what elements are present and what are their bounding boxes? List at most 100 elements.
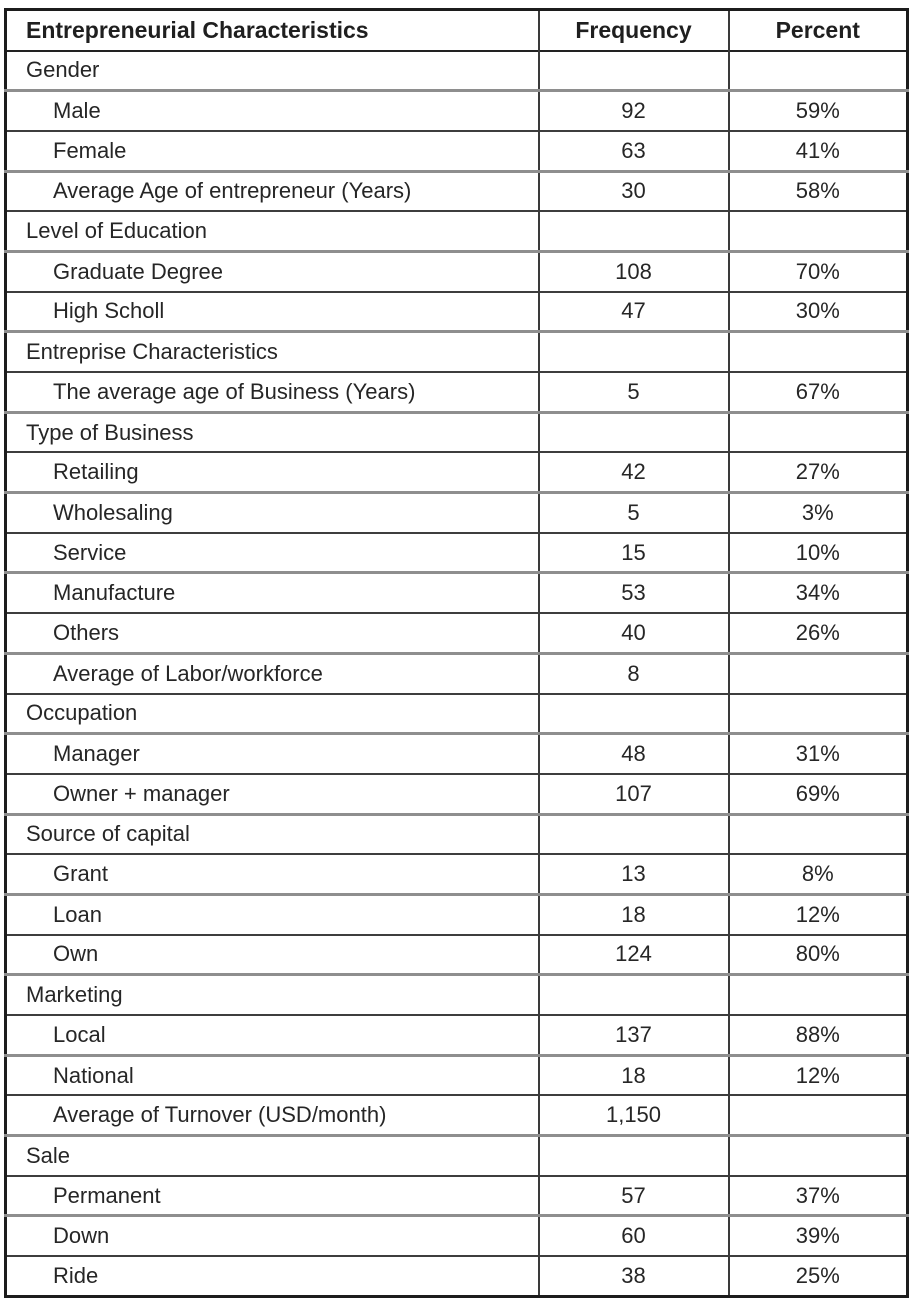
table-row: Service 15 10% [5,532,908,573]
table-row: Female 63 41% [5,130,908,172]
header-row: Entrepreneurial Characteristics Frequenc… [5,9,908,51]
row-label-cell: Sale [26,1142,71,1168]
table-row: Own 124 80% [5,934,908,975]
row-label-cell: Female [53,137,127,163]
frequency-cell: 1,150 [537,1095,729,1136]
row-label-cell: Grant [53,861,109,887]
percent-cell: 12% [727,894,908,935]
percent-cell: 27% [727,452,908,493]
frequency-cell [537,814,729,855]
frequency-cell: 124 [537,934,729,975]
row-label-cell: National [53,1062,134,1088]
frequency-cell: 18 [537,894,729,935]
frequency-cell [537,50,729,91]
row-label-cell: Entreprise Characteristics [26,339,278,365]
row-label-cell: Marketing [26,982,123,1008]
row-label-cell: Service [53,539,127,565]
percent-cell [727,1095,908,1136]
frequency-cell: 53 [537,572,729,614]
frequency-cell: 107 [537,773,729,815]
row-label-cell: Average of Turnover (USD/month) [53,1102,387,1128]
percent-cell: 10% [727,532,908,573]
row-label-cell: Local [53,1021,106,1047]
table-row: Loan 18 12% [5,894,908,935]
table-row: Ride 38 25% [5,1256,908,1297]
percent-cell: 80% [727,934,908,975]
frequency-cell: 5 [537,492,729,533]
table-row: Others 40 26% [5,613,908,654]
frequency-cell: 13 [537,854,729,895]
row-label-cell: Others [53,619,120,645]
frequency-cell [537,331,729,372]
frequency-cell: 18 [537,1055,729,1096]
frequency-cell: 8 [537,653,729,694]
table-row: Average of Labor/workforce 8 [5,653,908,694]
table-row: Average of Turnover (USD/month) 1,150 [5,1095,908,1136]
row-label-cell: Average of Labor/workforce [53,660,323,686]
percent-cell: 31% [727,733,908,774]
row-label-cell: Level of Education [26,218,208,244]
row-label-cell: Permanent [53,1182,161,1208]
table-row: The average age of Business (Years) 5 67… [5,372,908,413]
table-row: Graduate Degree 108 70% [5,251,908,292]
row-label-cell: Retailing [53,459,139,485]
row-label-cell: Down [53,1223,110,1249]
frequency-cell [537,211,729,252]
frequency-cell [537,1135,729,1176]
percent-cell: 34% [727,572,908,614]
frequency-cell: 92 [537,90,729,131]
frequency-cell: 47 [537,291,729,332]
frequency-cell: 63 [537,130,729,172]
percent-cell: 70% [727,251,908,292]
table-row: Grant 13 8% [5,854,908,895]
table-row: Entreprise Characteristics [5,331,908,372]
table-row: Sale [5,1135,908,1176]
table-row: Type of Business [5,412,908,453]
frequency-cell: 57 [537,1175,729,1216]
percent-cell: 3% [727,492,908,533]
table-row: Source of capital [5,814,908,855]
percent-cell [727,331,908,372]
frequency-cell [537,693,729,734]
percent-cell [727,653,908,694]
column-header-frequency: Frequency [537,9,729,51]
table-row: High Scholl 47 30% [5,291,908,332]
frequency-cell: 15 [537,532,729,573]
frequency-cell: 38 [537,1256,729,1297]
row-label-cell: Wholesaling [53,499,173,525]
table-row: Average Age of entrepreneur (Years) 30 5… [5,171,908,212]
table-row: Occupation [5,693,908,734]
percent-cell [727,412,908,453]
percent-cell: 69% [727,773,908,815]
frequency-cell: 40 [537,613,729,654]
percent-cell [727,974,908,1015]
row-label-cell: The average age of Business (Years) [53,378,416,404]
table-row: Marketing [5,974,908,1015]
percent-cell: 8% [727,854,908,895]
frequency-cell: 30 [537,171,729,212]
row-label-cell: High Scholl [53,298,165,324]
column-header-characteristics: Entrepreneurial Characteristics [26,16,369,43]
frequency-cell: 137 [537,1015,729,1056]
percent-cell: 41% [727,130,908,172]
row-label-cell: Gender [26,57,100,83]
percent-cell: 59% [727,90,908,131]
table-row: Wholesaling 5 3% [5,492,908,533]
table-row: Permanent 57 37% [5,1175,908,1216]
table-row: Retailing 42 27% [5,452,908,493]
row-label-cell: Average Age of entrepreneur (Years) [53,178,412,204]
percent-cell: 12% [727,1055,908,1096]
frequency-cell [537,412,729,453]
table-row: Gender [5,50,908,91]
table-row: National 18 12% [5,1055,908,1096]
table-row: Owner + manager 107 69% [5,773,908,815]
table-row: Manager 48 31% [5,733,908,774]
percent-cell [727,1135,908,1176]
percent-cell: 58% [727,171,908,212]
percent-cell [727,50,908,91]
percent-cell [727,211,908,252]
table-row: Level of Education [5,211,908,252]
table-header: Entrepreneurial Characteristics Frequenc… [5,9,908,51]
row-label-cell: Type of Business [26,419,194,445]
row-label-cell: Male [53,98,101,124]
